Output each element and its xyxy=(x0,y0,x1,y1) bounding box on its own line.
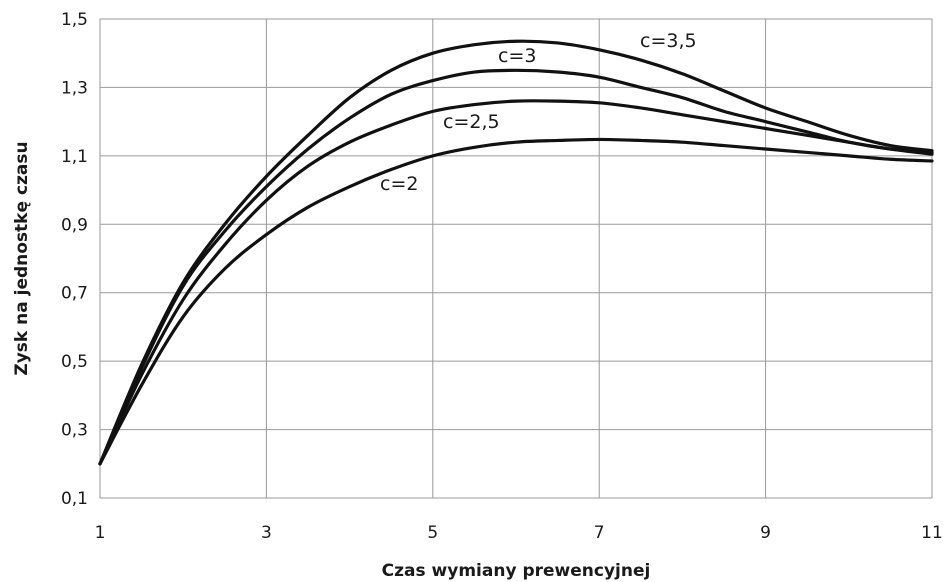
y-tick-label: 0,5 xyxy=(61,352,88,372)
series-layer xyxy=(98,39,934,466)
x-tick-labels: 1 3 5 7 9 11 xyxy=(95,523,943,543)
y-tick-label: 0,1 xyxy=(61,489,88,509)
curve-label: c=3,5 xyxy=(640,30,697,52)
curve-label: c=2 xyxy=(380,173,418,195)
y-tick-label: 1,5 xyxy=(61,10,88,30)
x-tick-label: 1 xyxy=(95,523,106,543)
series-line-1 xyxy=(98,137,934,466)
y-tick-label: 1,3 xyxy=(61,78,88,98)
x-tick-label: 9 xyxy=(760,523,771,543)
curve-label: c=3 xyxy=(498,45,536,67)
y-tick-label: 0,7 xyxy=(61,284,88,304)
x-tick-label: 7 xyxy=(594,523,605,543)
y-tick-label: 0,9 xyxy=(61,215,88,235)
y-axis-label: Zysk na jednostkę czasu xyxy=(12,141,32,375)
series-line-4 xyxy=(98,39,934,466)
x-tick-label: 3 xyxy=(261,523,272,543)
series-line-2 xyxy=(98,99,934,466)
curve-label: c=2,5 xyxy=(443,111,500,133)
x-tick-label: 11 xyxy=(921,523,943,543)
curve-labels: c=2 c=2,5 c=3 c=3,5 xyxy=(380,30,697,195)
y-tick-labels: 0,1 0,3 0,5 0,7 0,9 1,1 1,3 1,5 xyxy=(61,10,88,509)
x-axis-label: Czas wymiany prewencyjnej xyxy=(382,561,651,581)
plot-frame xyxy=(99,18,933,499)
x-tick-label: 5 xyxy=(427,523,438,543)
y-tick-label: 1,1 xyxy=(61,147,88,167)
grid-lines xyxy=(99,18,933,499)
series-line-3 xyxy=(98,68,934,466)
y-tick-label: 0,3 xyxy=(61,421,88,441)
